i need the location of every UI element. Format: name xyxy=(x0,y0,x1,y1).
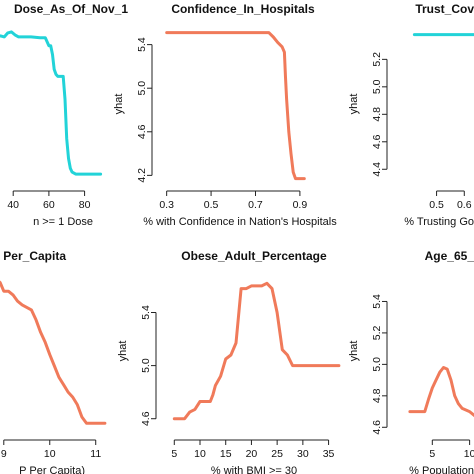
y-axis-label: yhat xyxy=(348,94,360,115)
x-tick-label: 11 xyxy=(90,448,101,460)
x-tick-label: 5 xyxy=(171,448,177,460)
x-tick-label: 20 xyxy=(246,448,258,460)
x-axis-label: % Population xyxy=(409,465,474,474)
y-tick-label: 4.6 xyxy=(371,420,383,435)
x-tick-label: 40 xyxy=(7,199,19,211)
series-line xyxy=(172,281,341,421)
y-tick-label: 4.8 xyxy=(371,107,383,122)
y-tick-label: 5.0 xyxy=(371,357,383,372)
panel-4: Per_Capita 9 10 11 P Per Capita) xyxy=(0,249,107,474)
series-line xyxy=(165,31,306,181)
x-tick-label: 9 xyxy=(1,448,7,460)
y-tick-label: 5.0 xyxy=(371,79,383,94)
series-line xyxy=(0,30,103,176)
panel-title: Per_Capita xyxy=(3,249,66,263)
y-tick-label: 4.2 xyxy=(136,168,148,183)
panel-title: Confidence_In_Hospitals xyxy=(171,2,315,16)
y-axis-label: yhat xyxy=(348,341,360,362)
x-tick-label: 0.6 xyxy=(457,199,472,211)
panel-1: Dose_As_Of_Nov_1 40 60 80 n >= 1 Dose xyxy=(0,2,128,228)
series-line xyxy=(0,280,107,425)
x-tick-label: 30 xyxy=(297,448,309,460)
panel-2: Confidence_In_Hospitals 0.3 0.5 0.7 0.9 4.2 4.… xyxy=(113,2,337,228)
x-tick-label: 10 xyxy=(44,448,56,460)
series-line xyxy=(408,366,474,418)
x-axis-label: % with Confidence in Nation's Hospitals xyxy=(143,216,337,228)
y-tick-label: 5.0 xyxy=(136,81,148,96)
x-tick-label: 80 xyxy=(79,199,91,211)
x-axis-label: n >= 1 Dose xyxy=(33,216,93,228)
y-tick-label: 4.6 xyxy=(136,124,148,139)
y-tick-label: 4.4 xyxy=(371,162,383,177)
panel-title: Dose_As_Of_Nov_1 xyxy=(14,2,128,16)
x-axis-label: % Trusting Go xyxy=(404,216,474,228)
y-tick-label: 4.8 xyxy=(371,388,383,403)
y-tick-label: 5.4 xyxy=(136,37,148,52)
panel-6: Age_65_ 5 10 4.6 4.8 5.0 5.2 5.4 yhat % Populatio… xyxy=(348,249,474,474)
y-tick-label: 5.4 xyxy=(371,294,383,309)
panel-title: Age_65_ xyxy=(425,249,474,263)
y-tick-label: 4.6 xyxy=(140,411,152,426)
x-tick-label: 10 xyxy=(464,448,474,460)
y-tick-label: 5.2 xyxy=(371,52,383,67)
x-tick-label: 60 xyxy=(43,199,55,211)
panel-3: Trust_Cov 0.5 0.6 4.4 4.6 4.8 5.0 5.2 yhat % Trus… xyxy=(348,2,474,228)
x-tick-label: 0.3 xyxy=(159,199,174,211)
y-tick-label: 4.6 xyxy=(371,134,383,149)
x-tick-label: 5 xyxy=(429,448,435,460)
y-axis-label: yhat xyxy=(113,94,125,115)
x-tick-label: 0.7 xyxy=(248,199,263,211)
x-axis-label: % with BMI >= 30 xyxy=(211,465,297,474)
y-tick-label: 5.0 xyxy=(140,358,152,373)
x-tick-label: 0.5 xyxy=(429,199,444,211)
x-tick-label: 0.5 xyxy=(204,199,219,211)
x-tick-label: 0.9 xyxy=(293,199,308,211)
panel-title: Obese_Adult_Percentage xyxy=(181,249,327,263)
x-axis-label: P Per Capita) xyxy=(19,465,85,474)
x-tick-label: 10 xyxy=(194,448,206,460)
x-tick-label: 35 xyxy=(323,448,335,460)
x-tick-label: 15 xyxy=(220,448,232,460)
x-tick-label: 25 xyxy=(271,448,283,460)
y-tick-label: 5.4 xyxy=(140,305,152,320)
panel-title: Trust_Cov xyxy=(415,2,474,16)
panel-5: Obese_Adult_Percentage 5 10 15 20 25 30 35 4.6 5.… xyxy=(117,249,341,474)
y-tick-label: 5.2 xyxy=(371,325,383,340)
y-axis-label: yhat xyxy=(117,341,129,362)
